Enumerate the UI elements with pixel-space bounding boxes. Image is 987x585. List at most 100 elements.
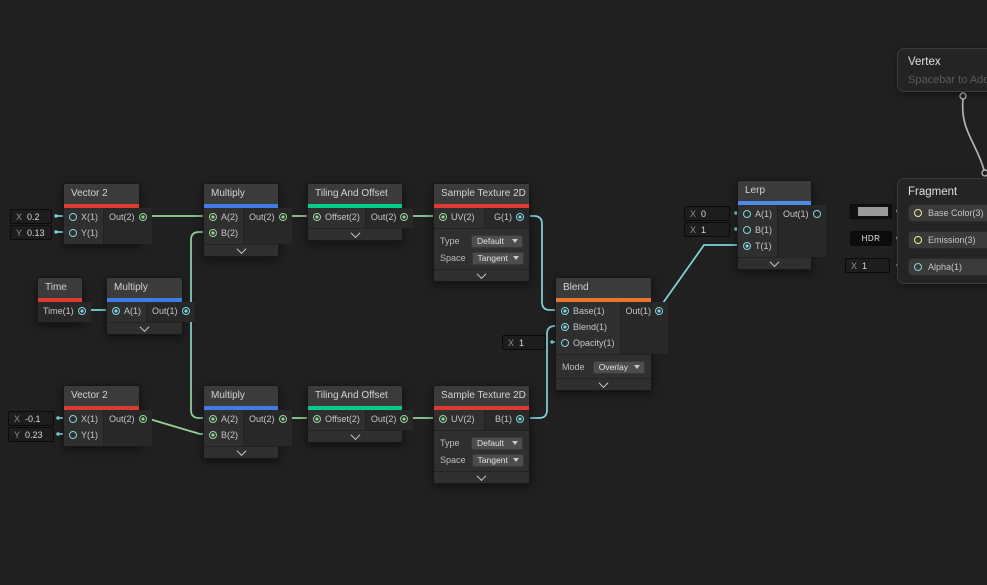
selector-dropdown[interactable]: Tangent (471, 251, 524, 265)
input-port[interactable] (743, 242, 751, 250)
node-blend[interactable]: Blend Base(1) Blend(1) Opacity(1) Out(1) Mode… (555, 277, 669, 391)
field-vec2top-y[interactable]: Y 0.13 (10, 225, 52, 240)
field-basecolor-swatch[interactable] (850, 204, 892, 219)
input-port-row: X(1) (64, 209, 103, 225)
vertex-context-node[interactable]: Vertex Spacebar to Add (897, 48, 987, 92)
input-column: UV(2) (434, 208, 485, 228)
input-port[interactable] (439, 415, 447, 423)
field-value: 1 (701, 224, 707, 235)
input-port[interactable] (743, 210, 751, 218)
input-port[interactable] (209, 415, 217, 423)
node-lerp[interactable]: Lerp A(1) B(1) T(1) Out(1) (737, 180, 826, 270)
input-port[interactable] (69, 431, 77, 439)
node-title: Multiply (107, 278, 182, 298)
block-port[interactable] (914, 263, 922, 271)
field-emission-hdr[interactable]: HDR (850, 231, 892, 246)
output-port[interactable] (138, 213, 147, 221)
input-column: A(2) B(2) (204, 208, 244, 244)
field-vec2bot-y[interactable]: Y 0.23 (8, 427, 54, 442)
node-multiply-top[interactable]: Multiply A(2) B(2) Out(2) (203, 183, 292, 257)
node-time[interactable]: Time Time(1) (37, 277, 91, 323)
wire-end-ring[interactable] (981, 169, 987, 177)
node-sample-bottom[interactable]: Sample Texture 2D UV(2) B(1) Type Default Spa… (433, 385, 530, 484)
node-body: A(1) B(1) T(1) Out(1) (738, 205, 826, 257)
field-vec2bot-x[interactable]: X -0.1 (8, 411, 54, 426)
input-port[interactable] (69, 229, 77, 237)
input-port[interactable] (209, 229, 217, 237)
input-port[interactable] (743, 226, 751, 234)
output-port[interactable] (181, 307, 190, 315)
block-port[interactable] (914, 209, 922, 217)
collapse-chevron[interactable] (308, 430, 402, 442)
output-port[interactable] (77, 307, 86, 315)
collapse-chevron[interactable] (204, 446, 278, 458)
node-multiply-bottom[interactable]: Multiply A(2) B(2) Out(2) (203, 385, 292, 459)
input-port[interactable] (439, 213, 447, 221)
input-port[interactable] (112, 307, 120, 315)
fragment-block[interactable]: Emission(3) (908, 231, 987, 249)
collapse-chevron[interactable] (308, 228, 402, 240)
input-port[interactable] (561, 339, 569, 347)
node-vector2-top[interactable]: Vector 2 X(1) Y(1) Out(2) (63, 183, 152, 245)
output-port-row: Out(2) (366, 209, 414, 225)
input-port[interactable] (69, 213, 77, 221)
output-port[interactable] (278, 415, 287, 423)
node-multiply-time[interactable]: Multiply A(1) Out(1) (106, 277, 195, 335)
output-port[interactable] (516, 415, 524, 423)
output-port[interactable] (400, 415, 409, 423)
input-port[interactable] (561, 323, 569, 331)
field-label: Y (16, 227, 23, 238)
collapse-chevron[interactable] (556, 378, 651, 390)
fragment-context-node[interactable]: Fragment Base Color(3) Emission(3) Alpha(1) (897, 178, 987, 284)
node-sample-top[interactable]: Sample Texture 2D UV(2) G(1) Type Default Spa… (433, 183, 530, 282)
node-vector2-bottom[interactable]: Vector 2 X(1) Y(1) Out(2) (63, 385, 152, 447)
port-label: Offset(2) (325, 414, 360, 424)
collapse-chevron[interactable] (738, 257, 811, 269)
output-port[interactable] (278, 213, 287, 221)
node-tiling-top[interactable]: Tiling And Offset Offset(2) Out(2) (307, 183, 414, 241)
block-port[interactable] (914, 236, 922, 244)
input-port[interactable] (561, 307, 569, 315)
input-port[interactable] (69, 415, 77, 423)
output-port[interactable] (516, 213, 524, 221)
input-port[interactable] (313, 415, 321, 423)
input-port[interactable] (209, 213, 217, 221)
field-value: 0 (701, 208, 707, 219)
wire-end-ring[interactable] (959, 92, 967, 100)
field-label: X (14, 413, 21, 424)
selector-dropdown[interactable]: Tangent (471, 453, 524, 467)
input-port[interactable] (313, 213, 321, 221)
field-vec2top-x[interactable]: X 0.2 (10, 209, 52, 224)
wire[interactable] (961, 98, 985, 171)
port-label: Out(2) (109, 414, 135, 424)
output-port[interactable] (812, 210, 821, 218)
selector-dropdown[interactable]: Default (471, 234, 523, 248)
port-label: A(1) (124, 306, 142, 316)
context-title: Fragment (908, 186, 958, 198)
selector-dropdown[interactable]: Default (471, 436, 523, 450)
input-port[interactable] (209, 431, 217, 439)
wire[interactable] (642, 244, 747, 311)
output-column: Out(2) (364, 410, 414, 430)
node-title: Vector 2 (64, 184, 139, 204)
selector-dropdown[interactable]: Overlay (592, 360, 645, 374)
collapse-chevron[interactable] (434, 471, 529, 483)
output-port[interactable] (138, 415, 147, 423)
collapse-chevron[interactable] (204, 244, 278, 256)
node-title: Sample Texture 2D (434, 386, 529, 406)
fragment-block[interactable]: Alpha(1) (908, 258, 987, 276)
output-port[interactable] (400, 213, 409, 221)
collapse-chevron[interactable] (434, 269, 529, 281)
node-tiling-bottom[interactable]: Tiling And Offset Offset(2) Out(2) (307, 385, 414, 443)
fragment-block[interactable]: Base Color(3) (908, 204, 987, 222)
output-port[interactable] (655, 307, 664, 315)
input-column: X(1) Y(1) (64, 208, 104, 244)
collapse-chevron[interactable] (107, 322, 182, 334)
chevron-down-icon (476, 269, 487, 280)
node-body: A(1) Out(1) (107, 302, 195, 322)
